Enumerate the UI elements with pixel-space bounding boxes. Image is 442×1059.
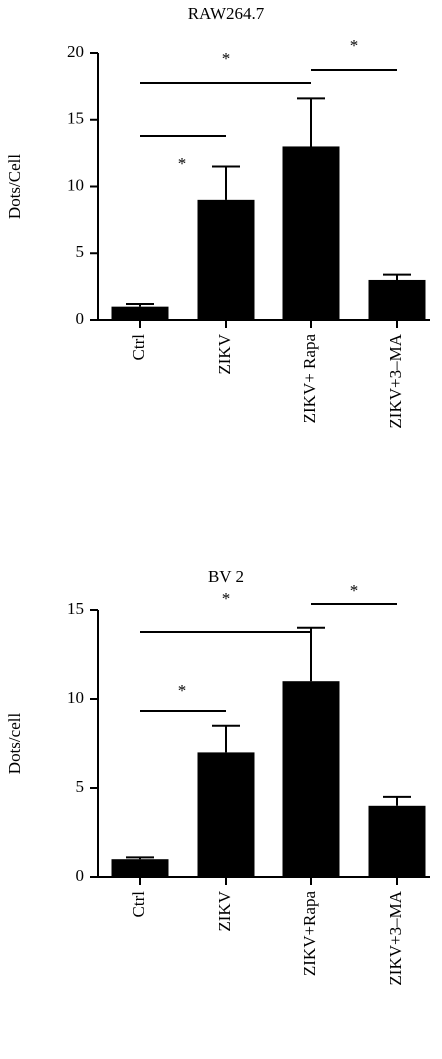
y-axis-label: Dots/cell [5,713,24,775]
bar [111,859,169,877]
significance-mark: * [350,36,359,55]
x-tick-label: Ctrl [129,891,148,918]
bar [111,306,169,320]
bar [368,805,426,877]
chart-title: RAW264.7 [188,4,265,23]
y-tick-label: 0 [76,309,85,328]
y-tick-label: 20 [67,42,84,61]
error-bar [126,302,154,307]
y-tick-label: 10 [67,175,84,194]
error-bar [383,795,411,806]
y-axis-label: Dots/Cell [5,154,24,219]
significance-mark: * [178,154,187,173]
y-tick-label: 15 [67,599,84,618]
x-tick-label: ZIKV+Rapa [300,891,319,977]
significance-mark: * [178,681,187,700]
y-tick-label: 15 [67,109,84,128]
error-bar [297,97,325,147]
x-tick-label: ZIKV+3–MA [386,333,405,428]
chart-title: BV 2 [208,567,244,586]
error-bar [297,626,325,682]
significance-mark: * [222,589,231,608]
bar [282,146,340,320]
error-bar [212,165,240,200]
x-tick-label: ZIKV+ Rapa [300,334,319,424]
error-bar [212,724,240,753]
significance-mark: * [350,581,359,600]
x-tick-label: Ctrl [129,334,148,361]
error-bar [126,856,154,860]
y-tick-label: 5 [76,777,85,796]
bar [368,279,426,320]
error-bar [383,273,411,280]
x-tick-label: ZIKV+3–MA [386,890,405,985]
significance-mark: * [222,49,231,68]
bar [282,681,340,877]
x-tick-label: ZIKV [215,333,234,374]
bar [197,199,255,320]
y-tick-label: 10 [67,688,84,707]
y-tick-label: 0 [76,866,85,885]
x-tick-label: ZIKV [215,890,234,931]
y-tick-label: 5 [76,242,85,261]
bar [197,752,255,877]
